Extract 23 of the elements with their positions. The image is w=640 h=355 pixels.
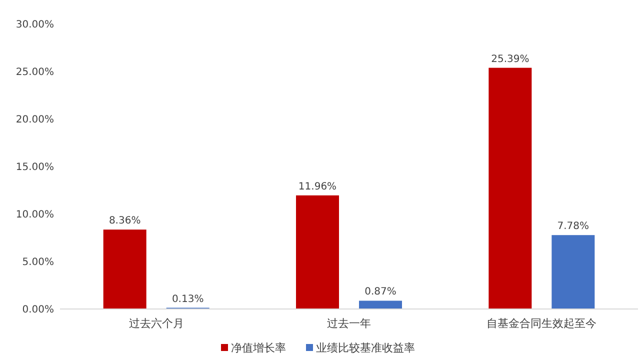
bar — [488, 68, 532, 309]
x-tick-label: 自基金合同生效起至今 — [486, 317, 597, 330]
bar — [552, 235, 595, 309]
data-label: 11.96% — [298, 181, 337, 192]
y-tick-label: 10.00% — [16, 210, 54, 220]
bar — [296, 195, 339, 309]
data-label: 8.36% — [108, 216, 141, 227]
data-label: 7.78% — [557, 221, 590, 232]
y-tick-label: 15.00% — [16, 162, 54, 173]
y-tick-label: 30.00% — [16, 20, 54, 30]
y-tick-label: 20.00% — [16, 114, 54, 126]
x-tick-label: 过去六个月 — [128, 317, 184, 330]
bar — [103, 230, 146, 309]
data-label: 25.39% — [491, 54, 530, 65]
data-label: 0.87% — [364, 286, 396, 298]
y-tick-label: 0.00% — [22, 304, 54, 316]
y-tick-label: 5.00% — [22, 257, 54, 268]
x-tick-label: 过去一年 — [327, 317, 371, 330]
legend-label: 业绩比较基准收益率 — [316, 341, 415, 354]
y-tick-label: 25.00% — [16, 67, 54, 78]
legend-label: 净值增长率 — [231, 341, 286, 354]
data-label: 0.13% — [172, 294, 204, 305]
bar — [359, 300, 402, 309]
